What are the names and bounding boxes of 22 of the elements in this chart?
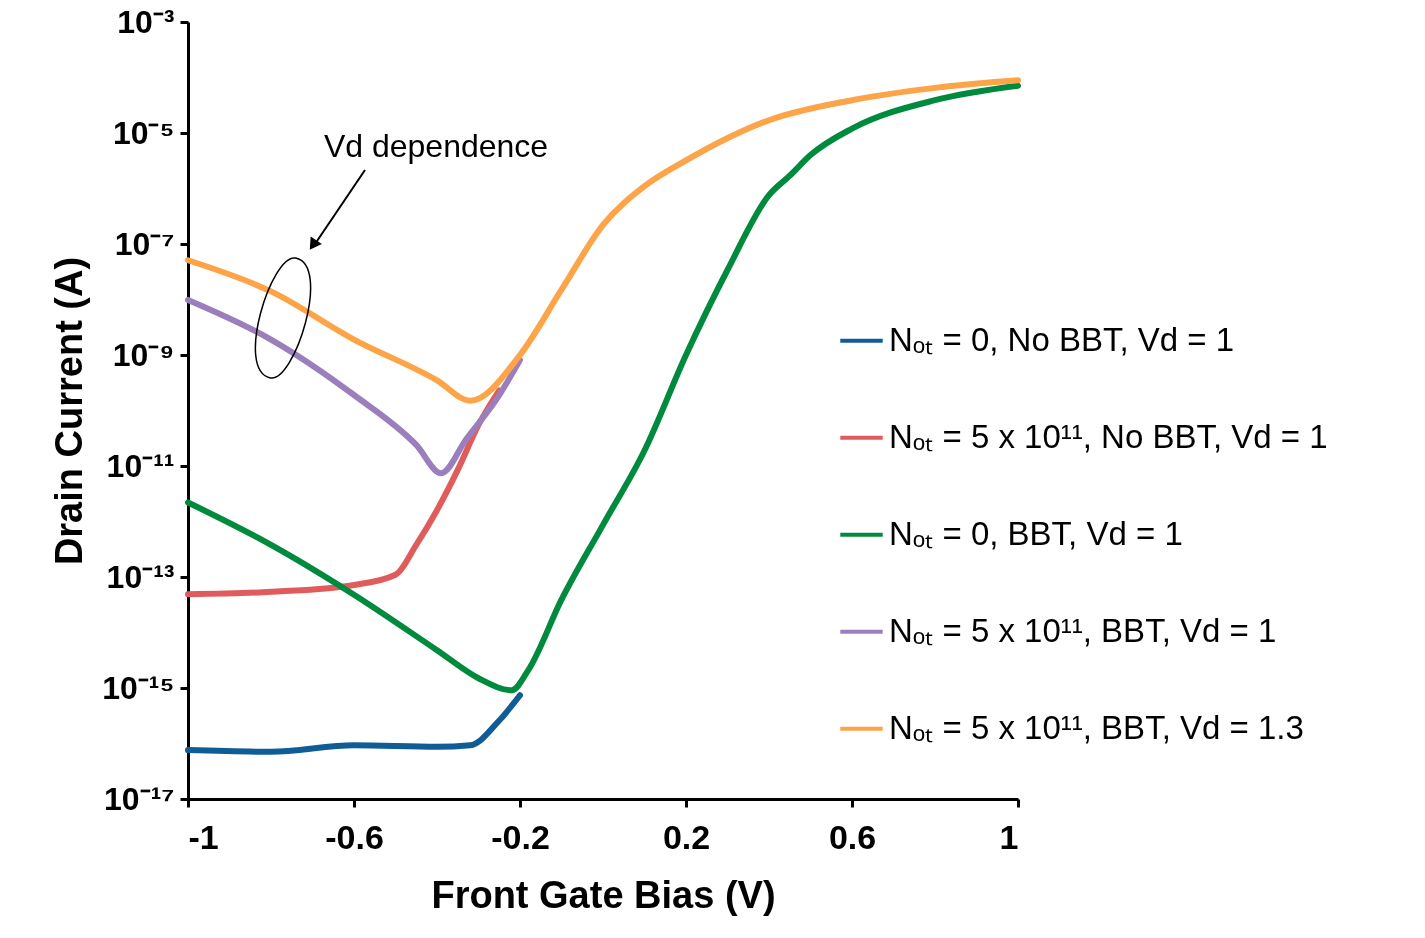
legend-label: Nₒₜ = 5 x 10¹¹, BBT, Vd = 1	[889, 611, 1277, 649]
x-tick-label: -0.2	[491, 817, 550, 856]
y-tick-label: 10⁻¹³	[106, 558, 175, 595]
y-tick-label: 10⁻¹⁷	[104, 780, 175, 817]
legend-label: Nₒₜ = 0, No BBT, Vd = 1	[889, 320, 1235, 358]
x-tick-label: 0.6	[828, 817, 877, 856]
legend-label: Nₒₜ = 0, BBT, Vd = 1	[889, 514, 1183, 552]
legend-label: Nₒₜ = 5 x 10¹¹, BBT, Vd = 1.3	[889, 708, 1304, 746]
annotation: Vd dependence	[323, 128, 549, 164]
y-tick-label: 10⁻³	[117, 3, 175, 40]
x-axis-title: Front Gate Bias (V)	[431, 873, 776, 916]
legend-label: Nₒₜ = 5 x 10¹¹, No BBT, Vd = 1	[889, 417, 1328, 455]
y-tick-label: 10⁻⁵	[112, 114, 175, 151]
y-tick-label: 10⁻⁷	[114, 225, 175, 262]
x-tick-label: -1	[188, 817, 219, 856]
y-tick-label: 10⁻⁹	[112, 336, 175, 373]
y-axis-title: Drain Current (A)	[48, 256, 91, 566]
y-tick-label: 10⁻¹⁵	[102, 669, 175, 706]
y-tick-label: 10⁻¹¹	[106, 447, 175, 484]
x-tick-label: -0.6	[325, 817, 384, 856]
x-tick-label: 0.2	[662, 817, 711, 856]
x-tick-label: 1	[999, 817, 1019, 856]
